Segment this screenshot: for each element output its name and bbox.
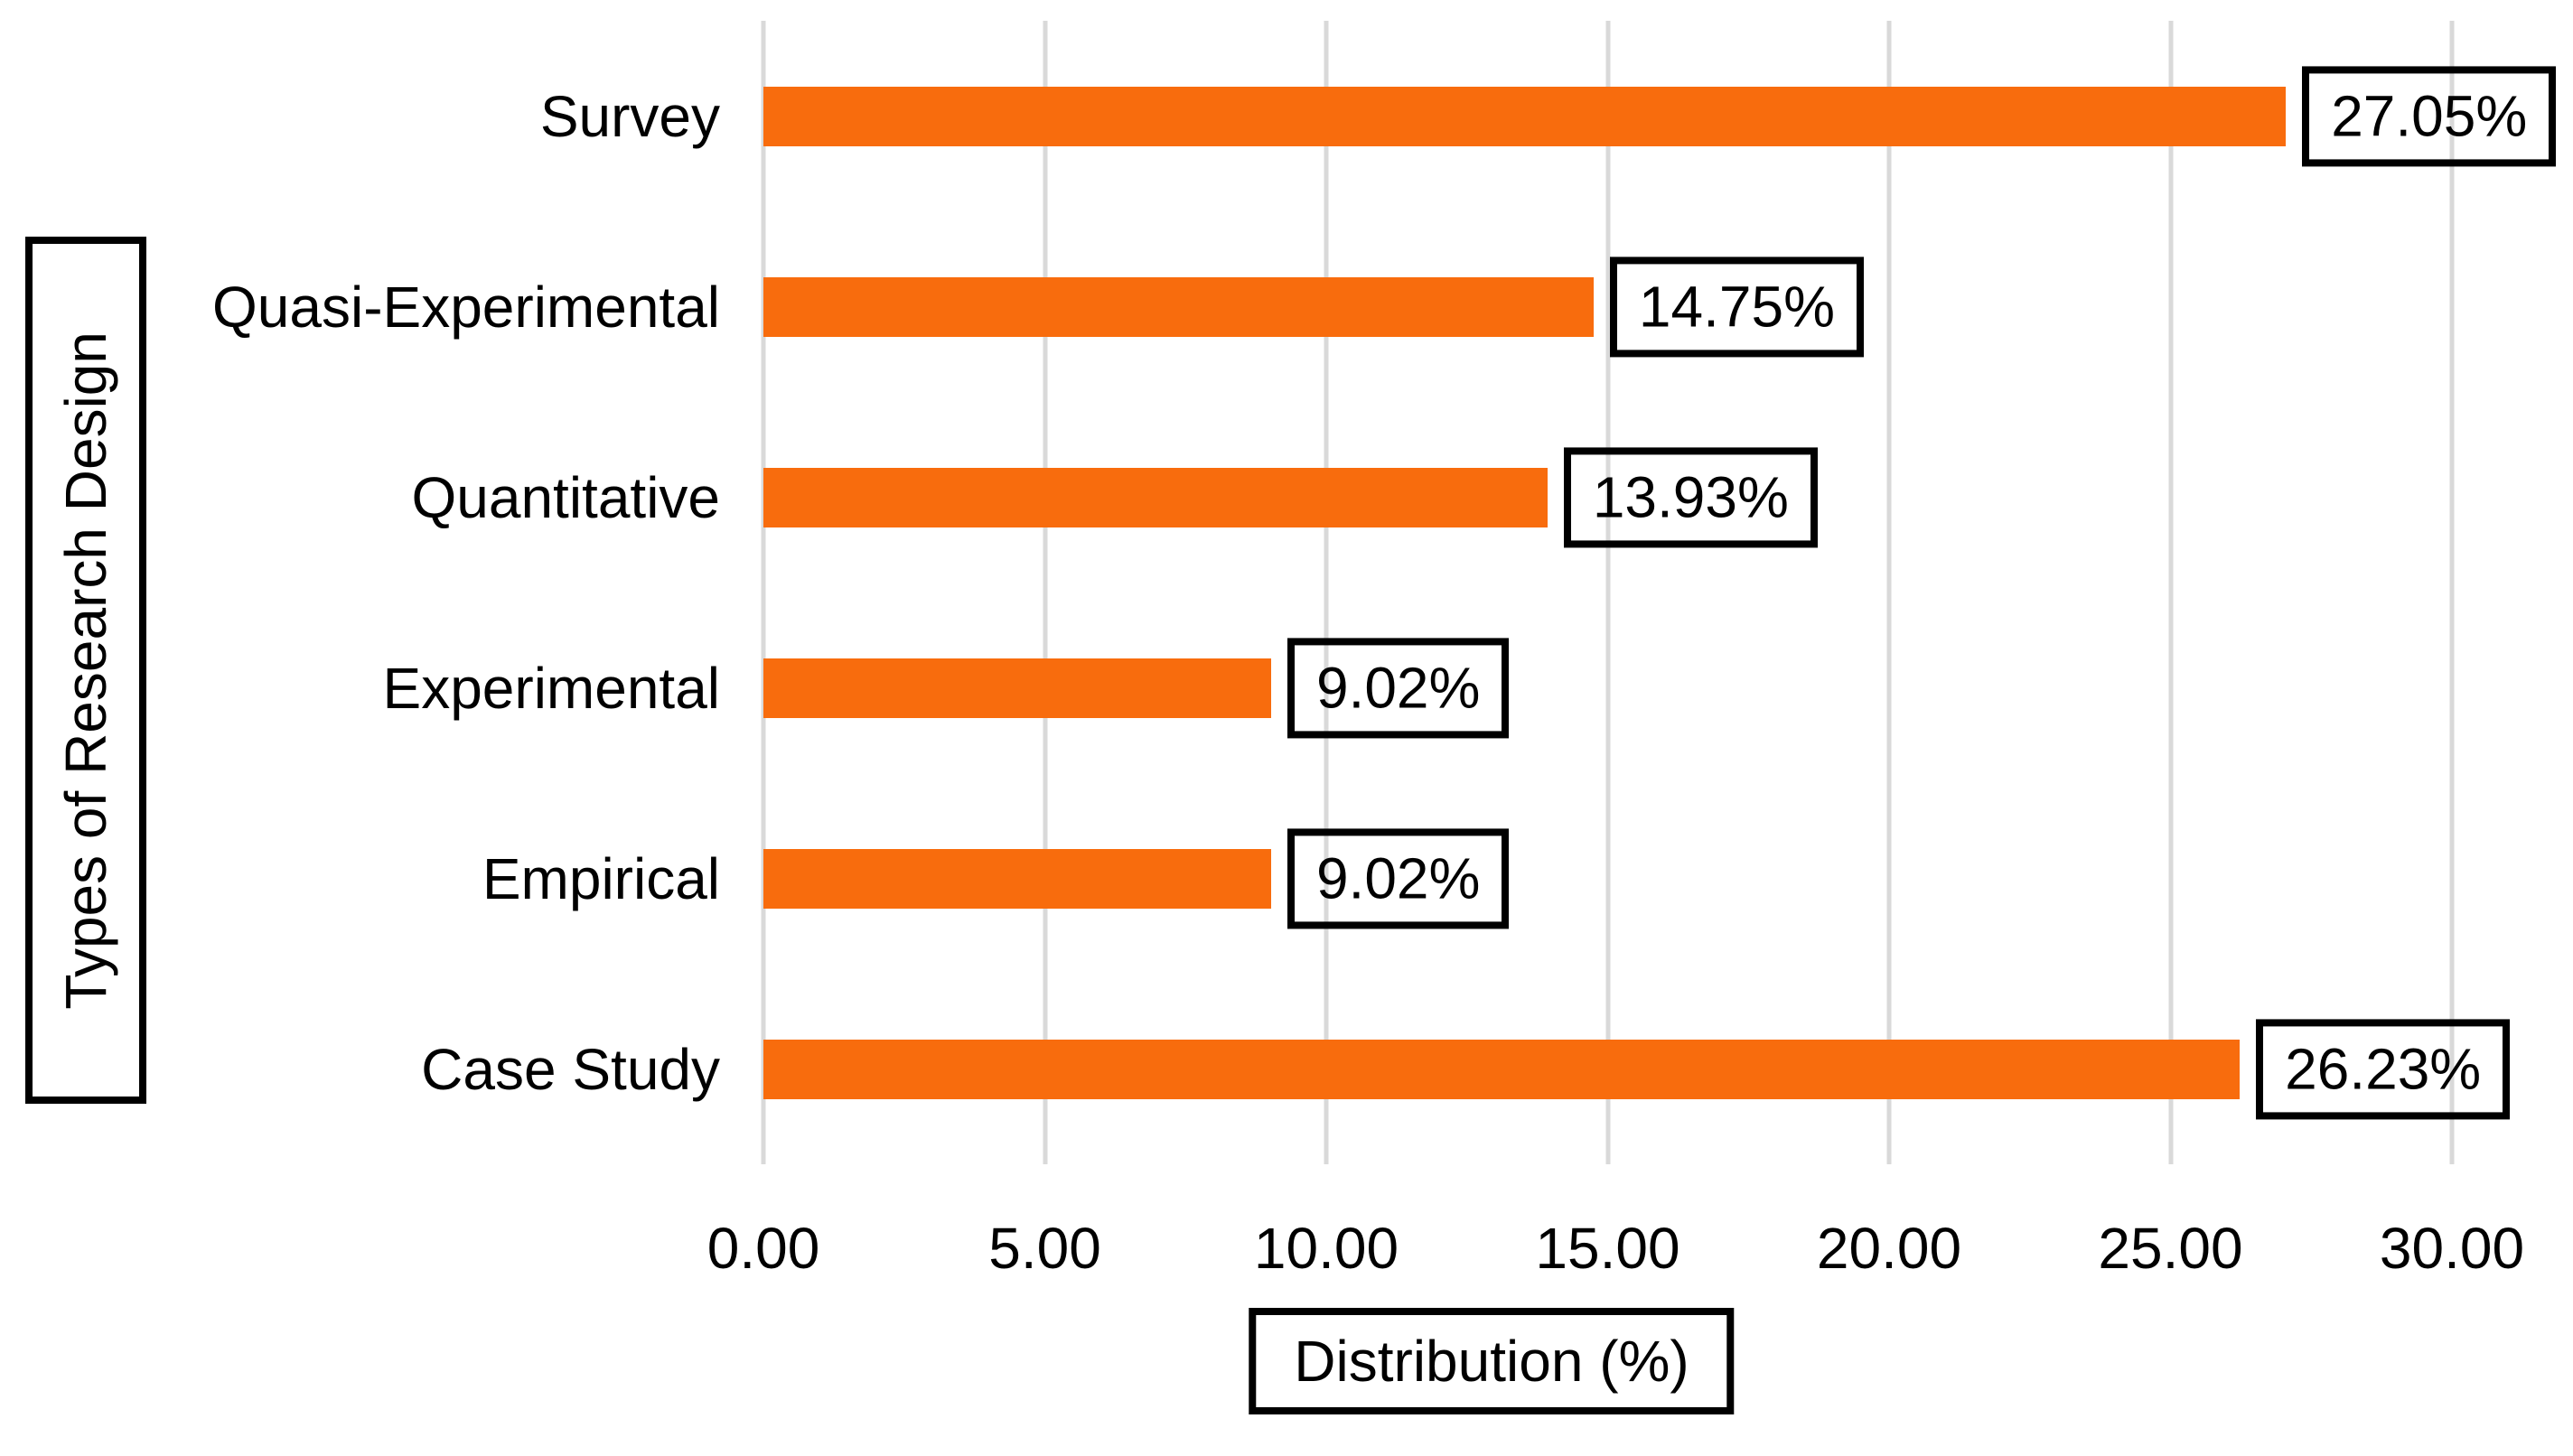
gridline (1324, 21, 1329, 1164)
plot-area (761, 21, 2503, 1164)
x-tick-label: 15.00 (1535, 1216, 1680, 1281)
bar (763, 276, 1594, 337)
value-label-box: 27.05% (2302, 65, 2557, 167)
x-tick-label: 20.00 (1816, 1216, 1962, 1281)
gridline (2168, 21, 2173, 1164)
category-label: Survey (539, 83, 720, 149)
bar (763, 467, 1548, 527)
value-label-box: 26.23% (2256, 1018, 2511, 1120)
gridline (1886, 21, 1892, 1164)
bar (763, 1039, 2241, 1099)
value-label-box: 13.93% (1563, 446, 1818, 548)
x-tick-label: 10.00 (1253, 1216, 1399, 1281)
bar (763, 848, 1271, 909)
x-tick-label: 25.00 (2098, 1216, 2243, 1281)
gridline (1605, 21, 1610, 1164)
category-label: Empirical (482, 845, 720, 911)
x-axis-title-box: Distribution (%) (1249, 1308, 1735, 1415)
category-label: Case Study (421, 1036, 720, 1102)
category-label: Quantitative (411, 464, 720, 530)
value-label-box: 14.75% (1609, 256, 1864, 358)
bar (763, 658, 1271, 718)
bar (763, 86, 2287, 146)
x-axis-title: Distribution (%) (1294, 1329, 1689, 1394)
gridline (2449, 21, 2455, 1164)
value-label-box: 9.02% (1286, 827, 1510, 929)
x-tick-label: 30.00 (2379, 1216, 2525, 1281)
x-tick-label: 0.00 (706, 1216, 820, 1281)
y-axis-title-box: Types of Research Design (25, 237, 146, 1104)
category-label: Quasi-Experimental (212, 274, 720, 340)
value-label-box: 9.02% (1286, 637, 1510, 739)
category-label: Experimental (382, 655, 721, 721)
gridline (761, 21, 766, 1164)
x-tick-label: 5.00 (988, 1216, 1101, 1281)
gridline (1043, 21, 1047, 1164)
